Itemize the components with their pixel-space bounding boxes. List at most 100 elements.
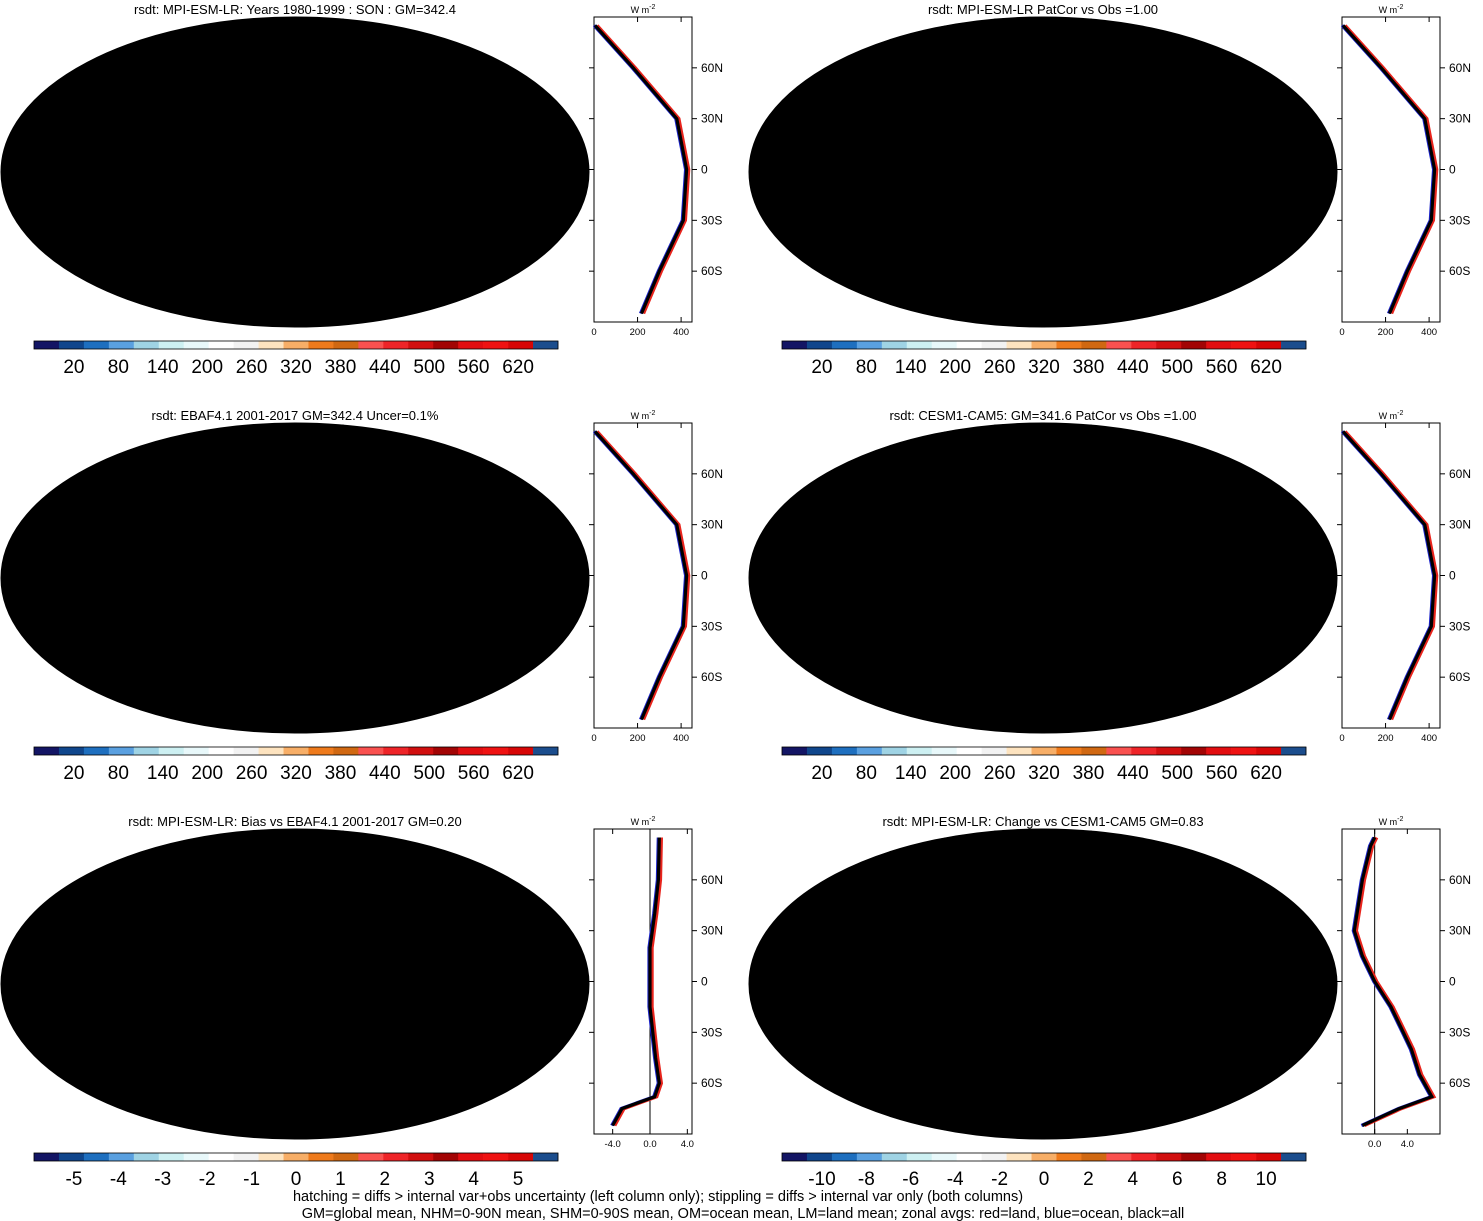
lat-tick-label: 30N [1449,112,1471,126]
zonal-frame [593,16,693,323]
colorbar-label: 80 [108,763,129,784]
colorbar-swatch [1256,747,1282,755]
zonal-mean-plot: W m-2 60N 30N 0 30S 60S 0 200 400 [1337,410,1471,744]
colorbar-label: 200 [191,357,223,378]
colorbar-label: 20 [63,763,84,784]
colorbar-swatch [183,1153,209,1161]
colorbar-swatch [258,747,284,755]
colorbar-swatch [533,747,559,755]
colorbar-swatch [308,341,334,349]
colorbar-swatch [158,341,185,349]
colorbar: 20 80 140 200 260 320 380 440 500 560 620 [33,340,559,378]
zonal-all-curve [611,837,661,1127]
panel-middle-left: rsdt: EBAF4.1 2001-2017 GM=342.4 Uncer=0… [0,408,723,784]
lat-tick-label: 60S [701,670,722,684]
colorbar-swatch [483,1153,509,1161]
panel-title: rsdt: MPI-ESM-LR PatCor vs Obs =1.00 [928,2,1158,17]
colorbar-swatch [283,747,309,755]
colorbar-label: 560 [1206,763,1238,784]
zonal-frame [593,828,693,1135]
colorbar-swatch [906,341,933,349]
footer-line-1: hatching = diffs > internal var+obs unce… [293,1189,1023,1205]
colorbar-swatch [1156,747,1182,755]
colorbar-swatch [208,341,234,349]
colorbar-swatch [856,747,883,755]
colorbar-label: 260 [236,357,268,378]
colorbar-label: 200 [939,357,971,378]
colorbar-swatch [133,747,160,755]
colorbar-swatch [1256,341,1282,349]
lat-tick-label: 30N [701,112,723,126]
zonal-mean-plot: W m-2 60N 30N 0 30S 60S 0 200 400 [589,410,723,744]
colorbar-swatch [956,1153,982,1161]
colorbar-swatch [458,1153,484,1161]
colorbar-swatch [58,1153,85,1161]
colorbar-label: -2 [199,1169,216,1190]
lat-tick-label: 0 [701,163,708,177]
colorbar-label: 80 [108,357,129,378]
colorbar-swatch [208,747,234,755]
colorbar-label: 80 [856,763,877,784]
colorbar-swatch [931,341,957,349]
x-tick-label: 0 [1339,327,1344,338]
x-tick-label: 200 [630,327,646,338]
colorbar-swatch [408,1153,434,1161]
zonal-units: W m-2 [631,816,656,827]
colorbar-swatch [1081,747,1107,755]
colorbar-frame [781,340,1307,350]
zonal-units: W m-2 [1379,816,1404,827]
colorbar-label: 20 [811,357,832,378]
zonal-units: W m-2 [631,4,656,15]
lat-tick-label: 30S [701,619,722,633]
colorbar-label: 20 [811,763,832,784]
x-tick-label: 200 [630,733,646,744]
colorbar-swatch [358,747,384,755]
colorbar-swatch [1231,747,1257,755]
colorbar-label: -10 [808,1169,835,1190]
colorbar-label: 8 [1216,1169,1227,1190]
colorbar-swatch [1256,1153,1282,1161]
colorbar-label: 560 [1206,357,1238,378]
colorbar-label: 4 [468,1169,479,1190]
colorbar-swatch [433,1153,459,1161]
colorbar-swatch [1281,1153,1307,1161]
colorbar-label: 0 [1039,1169,1050,1190]
colorbar-swatch [158,747,185,755]
map-field [749,17,1337,327]
panel-bottom-right: rsdt: MPI-ESM-LR: Change vs CESM1-CAM5 G… [748,814,1471,1190]
colorbar-swatch [333,747,359,755]
colorbar-label: 10 [1256,1169,1277,1190]
colorbar-label: 440 [369,357,401,378]
colorbar-swatch [782,341,808,349]
colorbar-swatch [1156,341,1182,349]
colorbar-swatch [1056,341,1082,349]
map-field [749,423,1337,733]
colorbar-label: 320 [1028,763,1060,784]
panel-title: rsdt: EBAF4.1 2001-2017 GM=342.4 Uncer=0… [152,408,439,423]
x-tick-label: 400 [1421,327,1437,338]
continents [10,840,543,1121]
x-tick-label: 0 [591,733,596,744]
colorbar-swatch [83,1153,110,1161]
colorbar-swatch [383,747,409,755]
colorbar-swatch [133,1153,160,1161]
colorbar-swatch [133,341,160,349]
colorbar-swatch [1206,747,1232,755]
colorbar-swatch [981,747,1007,755]
lat-tick-label: 30S [701,213,722,227]
colorbar-swatch [308,1153,334,1161]
x-tick-label: 0 [1339,733,1344,744]
colorbar-swatch [981,341,1007,349]
lat-tick-label: 30S [1449,1025,1470,1039]
colorbar-label: -6 [902,1169,919,1190]
continents [758,840,1291,1121]
colorbar-swatch [34,747,60,755]
colorbar-swatch [1056,747,1082,755]
x-tick-label: -4.0 [604,1139,620,1150]
colorbar-swatch [906,747,933,755]
x-tick-label: 4.0 [1401,1139,1414,1150]
x-tick-label: 0.0 [643,1139,656,1150]
colorbar-label: 380 [1073,357,1105,378]
colorbar-swatch [1006,1153,1032,1161]
colorbar-label: 260 [984,763,1016,784]
